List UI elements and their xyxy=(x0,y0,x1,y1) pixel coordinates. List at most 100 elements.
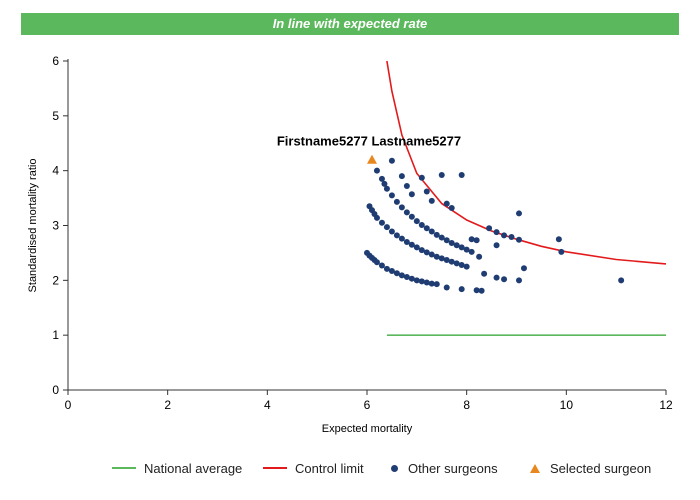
other-surgeon-point xyxy=(493,229,500,236)
x-tick-label: 0 xyxy=(65,398,72,412)
other-surgeon-point xyxy=(403,209,410,216)
other-surgeon-point xyxy=(438,255,445,262)
other-surgeon-point xyxy=(463,246,470,253)
other-surgeon-point xyxy=(438,172,445,179)
other-surgeon-point xyxy=(448,240,455,247)
other-surgeon-point xyxy=(493,242,500,249)
control-limit-line xyxy=(386,60,667,265)
other-surgeon-point xyxy=(408,241,415,248)
other-surgeon-point xyxy=(443,237,450,244)
other-surgeon-point xyxy=(476,253,483,260)
chart-series xyxy=(364,60,667,337)
other-surgeon-point xyxy=(393,232,400,239)
other-surgeon-point xyxy=(481,270,488,277)
other-surgeon-point xyxy=(478,287,485,294)
other-surgeon-point xyxy=(423,279,430,286)
other-surgeon-point xyxy=(393,198,400,205)
x-tick-label: 10 xyxy=(560,398,574,412)
y-tick-label: 5 xyxy=(52,109,59,123)
other-surgeon-point xyxy=(423,188,430,195)
y-tick-label: 6 xyxy=(52,54,59,68)
other-surgeon-point xyxy=(383,224,390,231)
other-surgeon-point xyxy=(408,275,415,282)
other-surgeon-point xyxy=(555,236,562,243)
other-surgeon-point xyxy=(413,218,420,225)
legend-national-average[interactable]: National average xyxy=(112,458,242,478)
other-surgeon-point xyxy=(501,276,508,283)
x-axis-title: Expected mortality xyxy=(322,423,413,435)
selected-surgeon-label: Firstname5277 Lastname5277 xyxy=(277,134,461,149)
other-surgeon-point xyxy=(520,265,527,272)
other-surgeon-point xyxy=(458,172,465,179)
other-surgeon-point xyxy=(388,157,395,164)
other-surgeon-point xyxy=(373,259,380,266)
other-surgeon-point xyxy=(458,244,465,251)
other-surgeon-point xyxy=(413,244,420,251)
other-surgeon-point xyxy=(448,204,455,211)
circle-icon xyxy=(391,464,398,472)
other-surgeon-point xyxy=(383,185,390,192)
other-surgeon-point xyxy=(418,221,425,228)
other-surgeon-point xyxy=(618,277,625,284)
other-surgeon-point xyxy=(458,286,465,293)
other-surgeon-point xyxy=(398,173,405,180)
other-surgeon-point xyxy=(448,258,455,265)
status-banner: In line with expected rate xyxy=(21,13,679,35)
other-surgeon-point xyxy=(418,278,425,285)
red-line-icon xyxy=(263,467,287,469)
legend-control-limit[interactable]: Control limit xyxy=(263,458,364,478)
other-surgeon-point xyxy=(423,249,430,256)
other-surgeon-point xyxy=(515,236,522,243)
other-surgeon-point xyxy=(443,257,450,264)
other-surgeon-point xyxy=(378,219,385,226)
other-surgeon-point xyxy=(378,262,385,269)
other-surgeon-point xyxy=(433,281,440,288)
other-surgeon-point xyxy=(418,247,425,254)
chart-legend: National average Control limit Other sur… xyxy=(0,458,700,478)
x-tick-label: 2 xyxy=(164,398,171,412)
other-surgeon-point xyxy=(468,248,475,255)
other-surgeon-point xyxy=(486,225,493,232)
other-surgeon-point xyxy=(388,268,395,275)
other-surgeon-point xyxy=(398,272,405,279)
legend-selected-surgeon[interactable]: Selected surgeon xyxy=(530,458,651,478)
other-surgeon-point xyxy=(453,242,460,249)
legend-label: National average xyxy=(144,460,243,476)
legend-other-surgeons[interactable]: Other surgeons xyxy=(389,458,498,478)
other-surgeon-point xyxy=(373,167,380,174)
other-surgeon-point xyxy=(403,183,410,190)
other-surgeon-point xyxy=(508,234,515,241)
selected-surgeon-point xyxy=(366,154,377,164)
other-surgeon-point xyxy=(443,200,450,207)
triangle-icon xyxy=(530,463,540,473)
other-surgeon-point xyxy=(383,265,390,272)
x-tick-label: 6 xyxy=(364,398,371,412)
y-tick-label: 3 xyxy=(52,219,59,233)
y-tick-label: 0 xyxy=(52,383,59,397)
other-surgeon-point xyxy=(423,225,430,232)
other-surgeon-point xyxy=(493,274,500,281)
other-surgeon-point xyxy=(388,228,395,235)
other-surgeon-point xyxy=(558,248,565,255)
y-tick-label: 1 xyxy=(52,328,59,342)
y-tick-label: 2 xyxy=(52,273,59,287)
other-surgeon-point xyxy=(458,261,465,268)
other-surgeon-point xyxy=(438,234,445,241)
other-surgeon-point xyxy=(515,210,522,217)
other-surgeon-point xyxy=(463,263,470,270)
green-line-icon xyxy=(112,467,136,469)
other-surgeon-point xyxy=(418,174,425,181)
other-surgeon-point xyxy=(473,237,480,244)
other-surgeon-point xyxy=(433,231,440,238)
y-axis-title: Standardised mortality ratio xyxy=(27,159,39,293)
legend-label: Control limit xyxy=(295,460,364,476)
other-surgeon-point xyxy=(515,277,522,284)
other-surgeon-point xyxy=(378,175,385,182)
legend-label: Selected surgeon xyxy=(550,460,652,476)
other-surgeon-point xyxy=(398,204,405,211)
other-surgeon-point xyxy=(501,232,508,239)
other-surgeon-point xyxy=(403,238,410,245)
x-tick-label: 4 xyxy=(264,398,271,412)
